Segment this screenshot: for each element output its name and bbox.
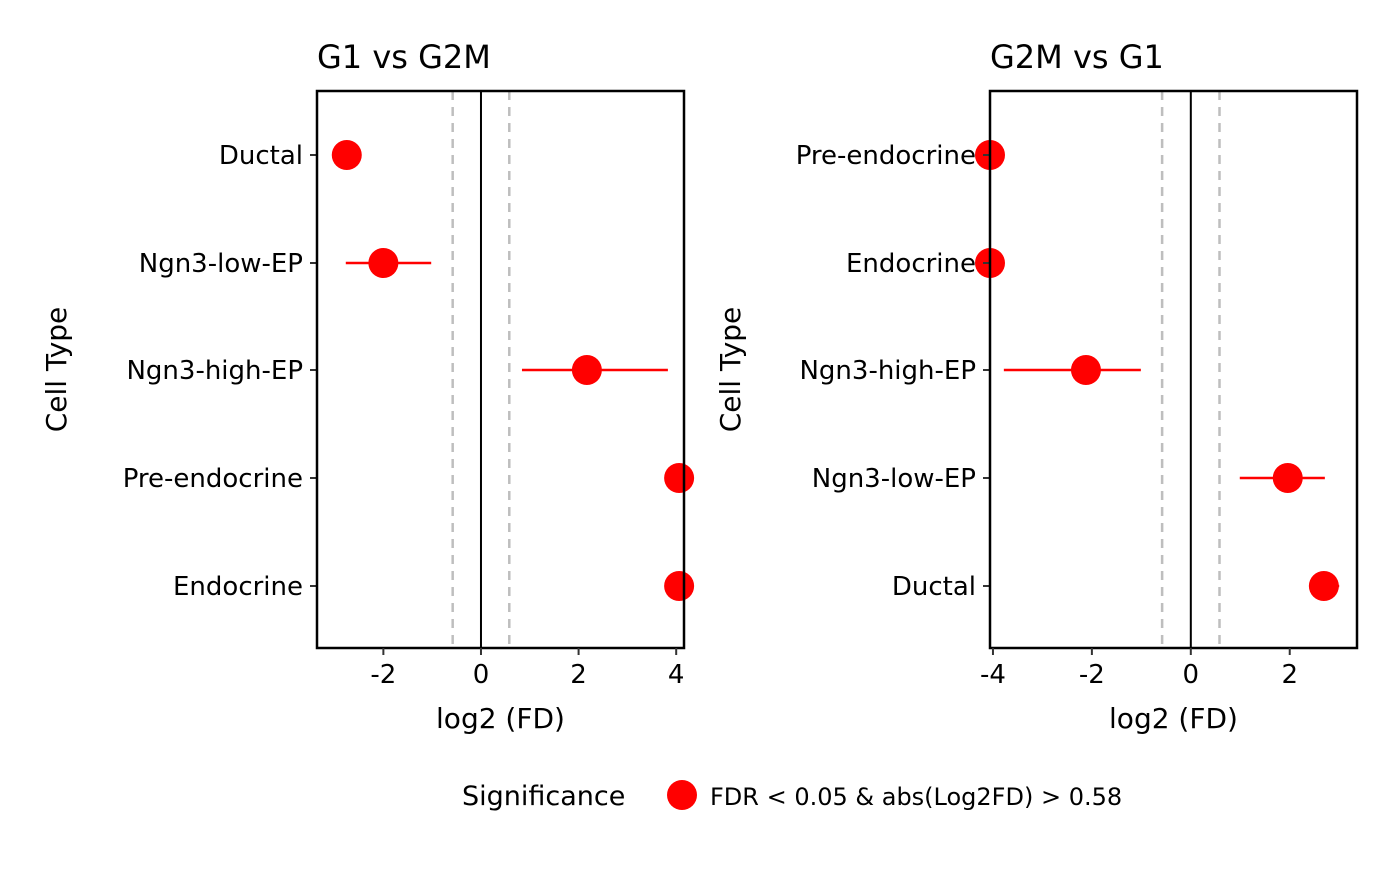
legend: Significance FDR < 0.05 & abs(Log2FD) > … xyxy=(462,780,1122,812)
x-tick-label: 0 xyxy=(1183,660,1200,690)
x-axis-label: log2 (FD) xyxy=(436,702,565,735)
y-tick-label: Ngn3-low-EP xyxy=(139,249,303,279)
panel-title: G2M vs G1 xyxy=(990,38,1164,76)
data-point xyxy=(1070,355,1101,385)
y-tick-label: Endocrine xyxy=(846,249,976,279)
y-tick-label: Endocrine xyxy=(173,572,303,602)
x-tick-label: -2 xyxy=(1079,660,1105,690)
data-point xyxy=(664,463,695,493)
y-tick-label: Ngn3-high-EP xyxy=(799,356,976,386)
x-tick-label: 4 xyxy=(668,660,685,690)
y-tick-label: Pre-endocrine xyxy=(796,141,976,171)
data-point xyxy=(331,140,362,170)
data-point xyxy=(664,571,695,601)
panel-1: G1 vs G2M Ductal Ngn3-low-EP Ngn3-high-EP Pr… xyxy=(40,38,695,735)
plot-frame xyxy=(988,89,1359,650)
data-point xyxy=(571,355,602,385)
legend-marker xyxy=(667,780,697,810)
data-point xyxy=(1272,463,1303,493)
y-tick-label: Ductal xyxy=(219,141,303,171)
x-tick-label: 2 xyxy=(1281,660,1298,690)
panel-2: G2M vs G1 Pre-endocrine Endocrine Ngn3-high… xyxy=(714,38,1359,735)
x-tick-label: 0 xyxy=(473,660,490,690)
data-point xyxy=(368,248,399,278)
y-tick-label: Ngn3-high-EP xyxy=(126,356,303,386)
y-axis-label: Cell Type xyxy=(40,307,73,433)
y-tick-label: Pre-endocrine xyxy=(123,464,303,494)
x-axis-label: log2 (FD) xyxy=(1109,702,1238,735)
x-tick-label: -2 xyxy=(370,660,396,690)
x-tick-label: 2 xyxy=(570,660,587,690)
x-tick-label: -4 xyxy=(980,660,1006,690)
plot-frame xyxy=(315,89,686,650)
y-tick-label: Ngn3-low-EP xyxy=(812,464,976,494)
y-tick-label: Ductal xyxy=(892,572,976,602)
legend-title: Significance xyxy=(462,781,625,812)
legend-label: FDR < 0.05 & abs(Log2FD) > 0.58 xyxy=(710,783,1122,811)
panel-title: G1 vs G2M xyxy=(317,38,491,76)
y-axis-label: Cell Type xyxy=(714,307,747,433)
data-point xyxy=(1308,571,1339,601)
